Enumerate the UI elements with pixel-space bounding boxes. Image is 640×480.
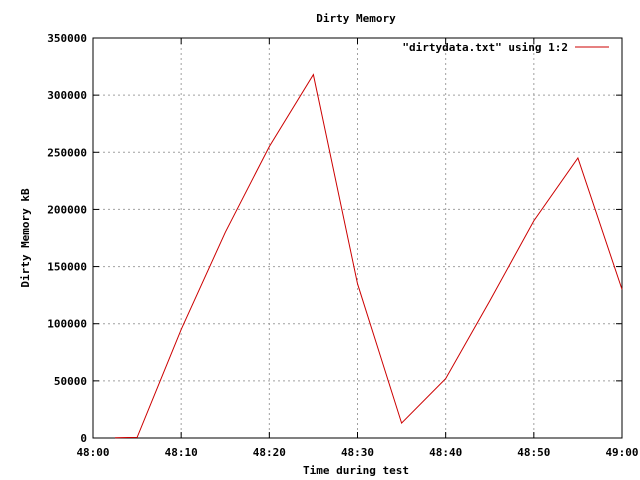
gridlines: [93, 38, 622, 438]
series-group: [114, 73, 623, 439]
y-tick-label: 150000: [47, 261, 87, 274]
plot-border: [92, 37, 623, 439]
y-tick-label: 300000: [47, 89, 87, 102]
x-tick-label: 48:30: [341, 446, 374, 459]
legend: "dirtydata.txt" using 1:2: [402, 41, 609, 54]
x-tick-label: 48:40: [429, 446, 462, 459]
y-tick-label: 250000: [47, 146, 87, 159]
x-tick-labels: 48:00 48:10 48:20 48:30 48:40 48:50 49:00: [76, 446, 638, 459]
y-tick-label: 0: [80, 432, 87, 445]
chart-title: Dirty Memory: [316, 12, 396, 25]
x-axis-label: Time during test: [303, 464, 409, 477]
x-tick-label: 48:50: [517, 446, 550, 459]
legend-label: "dirtydata.txt" using 1:2: [402, 41, 568, 54]
y-axis-label: Dirty Memory kB: [19, 188, 32, 288]
x-tick-label: 48:00: [76, 446, 109, 459]
y-tick-label: 100000: [47, 318, 87, 331]
x-tick-label: 49:00: [605, 446, 638, 459]
y-tick-label: 200000: [47, 203, 87, 216]
y-tick-label: 350000: [47, 32, 87, 45]
y-tick-labels: 0 50000 100000 150000 200000 250000 300000 3500…: [47, 32, 87, 445]
series-line: [114, 73, 623, 439]
x-tick-label: 48:10: [165, 446, 198, 459]
x-tick-label: 48:20: [253, 446, 286, 459]
y-tick-label: 50000: [54, 375, 87, 388]
